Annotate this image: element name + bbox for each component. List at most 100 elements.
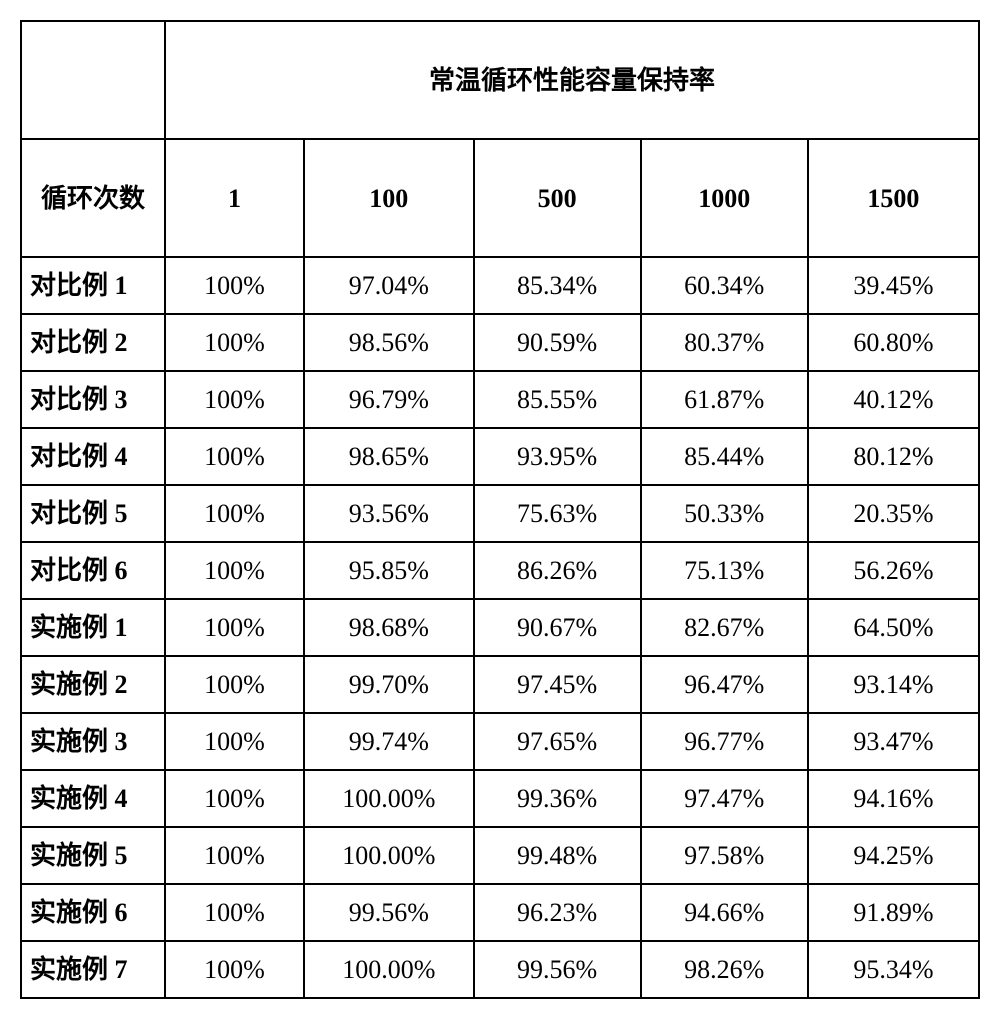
row-label: 实施例 3 (21, 713, 165, 770)
table-row: 对比例 4100%98.65%93.95%85.44%80.12% (21, 428, 979, 485)
data-cell: 75.13% (641, 542, 808, 599)
data-cell: 94.66% (641, 884, 808, 941)
data-cell: 96.47% (641, 656, 808, 713)
data-cell: 95.34% (808, 941, 979, 998)
data-cell: 100% (165, 656, 304, 713)
table-body: 对比例 1100%97.04%85.34%60.34%39.45%对比例 210… (21, 257, 979, 998)
data-cell: 96.77% (641, 713, 808, 770)
capacity-retention-table: 常温循环性能容量保持率 循环次数 1 100 500 1000 1500 对比例… (20, 20, 980, 999)
data-cell: 100% (165, 314, 304, 371)
data-cell: 99.56% (304, 884, 474, 941)
data-cell: 86.26% (474, 542, 641, 599)
row-label: 对比例 5 (21, 485, 165, 542)
row-label: 实施例 5 (21, 827, 165, 884)
data-cell: 85.55% (474, 371, 641, 428)
data-cell: 100% (165, 770, 304, 827)
table-row: 实施例 1100%98.68%90.67%82.67%64.50% (21, 599, 979, 656)
data-cell: 91.89% (808, 884, 979, 941)
table-row: 对比例 5100%93.56%75.63%50.33%20.35% (21, 485, 979, 542)
data-cell: 96.79% (304, 371, 474, 428)
data-cell: 99.48% (474, 827, 641, 884)
data-cell: 100% (165, 257, 304, 314)
col-header-500: 500 (474, 139, 641, 257)
data-cell: 39.45% (808, 257, 979, 314)
data-cell: 64.50% (808, 599, 979, 656)
table-row: 实施例 3100%99.74%97.65%96.77%93.47% (21, 713, 979, 770)
data-cell: 93.14% (808, 656, 979, 713)
data-cell: 98.26% (641, 941, 808, 998)
col-header-100: 100 (304, 139, 474, 257)
data-cell: 93.95% (474, 428, 641, 485)
col-header-1: 1 (165, 139, 304, 257)
row-label: 对比例 1 (21, 257, 165, 314)
data-cell: 100% (165, 428, 304, 485)
data-cell: 100% (165, 599, 304, 656)
col-header-1500: 1500 (808, 139, 979, 257)
data-cell: 97.65% (474, 713, 641, 770)
table-row: 对比例 2100%98.56%90.59%80.37%60.80% (21, 314, 979, 371)
data-cell: 99.36% (474, 770, 641, 827)
data-cell: 85.44% (641, 428, 808, 485)
data-cell: 100.00% (304, 941, 474, 998)
data-cell: 94.25% (808, 827, 979, 884)
row-label: 实施例 6 (21, 884, 165, 941)
data-cell: 98.56% (304, 314, 474, 371)
table-row: 实施例 4100%100.00%99.36%97.47%94.16% (21, 770, 979, 827)
row-label: 实施例 4 (21, 770, 165, 827)
data-cell: 93.47% (808, 713, 979, 770)
data-cell: 100% (165, 713, 304, 770)
table-title: 常温循环性能容量保持率 (165, 21, 979, 139)
data-cell: 99.56% (474, 941, 641, 998)
row-label: 实施例 1 (21, 599, 165, 656)
data-cell: 60.34% (641, 257, 808, 314)
data-cell: 93.56% (304, 485, 474, 542)
row-label: 对比例 3 (21, 371, 165, 428)
data-cell: 82.67% (641, 599, 808, 656)
cycle-count-label: 循环次数 (21, 139, 165, 257)
data-cell: 90.59% (474, 314, 641, 371)
data-cell: 61.87% (641, 371, 808, 428)
data-cell: 60.80% (808, 314, 979, 371)
data-cell: 100% (165, 542, 304, 599)
data-cell: 98.65% (304, 428, 474, 485)
data-cell: 40.12% (808, 371, 979, 428)
table-row: 实施例 5100%100.00%99.48%97.58%94.25% (21, 827, 979, 884)
row-label: 实施例 2 (21, 656, 165, 713)
data-cell: 100% (165, 884, 304, 941)
data-cell: 85.34% (474, 257, 641, 314)
row-label: 对比例 6 (21, 542, 165, 599)
data-cell: 100% (165, 371, 304, 428)
data-cell: 94.16% (808, 770, 979, 827)
table-row: 对比例 1100%97.04%85.34%60.34%39.45% (21, 257, 979, 314)
table-header: 常温循环性能容量保持率 循环次数 1 100 500 1000 1500 (21, 21, 979, 257)
data-cell: 97.58% (641, 827, 808, 884)
data-cell: 100% (165, 827, 304, 884)
data-cell: 100% (165, 941, 304, 998)
data-cell: 75.63% (474, 485, 641, 542)
table-row: 实施例 2100%99.70%97.45%96.47%93.14% (21, 656, 979, 713)
data-cell: 96.23% (474, 884, 641, 941)
data-cell: 56.26% (808, 542, 979, 599)
data-cell: 100% (165, 485, 304, 542)
table-row: 对比例 3100%96.79%85.55%61.87%40.12% (21, 371, 979, 428)
data-cell: 80.37% (641, 314, 808, 371)
data-cell: 20.35% (808, 485, 979, 542)
table-row: 对比例 6100%95.85%86.26%75.13%56.26% (21, 542, 979, 599)
col-header-1000: 1000 (641, 139, 808, 257)
data-cell: 97.04% (304, 257, 474, 314)
corner-empty-cell (21, 21, 165, 139)
row-label: 实施例 7 (21, 941, 165, 998)
row-label: 对比例 4 (21, 428, 165, 485)
data-cell: 97.47% (641, 770, 808, 827)
data-cell: 100.00% (304, 770, 474, 827)
data-cell: 98.68% (304, 599, 474, 656)
data-cell: 97.45% (474, 656, 641, 713)
table-row: 实施例 6100%99.56%96.23%94.66%91.89% (21, 884, 979, 941)
data-cell: 99.70% (304, 656, 474, 713)
data-cell: 99.74% (304, 713, 474, 770)
data-cell: 90.67% (474, 599, 641, 656)
data-cell: 80.12% (808, 428, 979, 485)
data-cell: 100.00% (304, 827, 474, 884)
data-cell: 50.33% (641, 485, 808, 542)
row-label: 对比例 2 (21, 314, 165, 371)
